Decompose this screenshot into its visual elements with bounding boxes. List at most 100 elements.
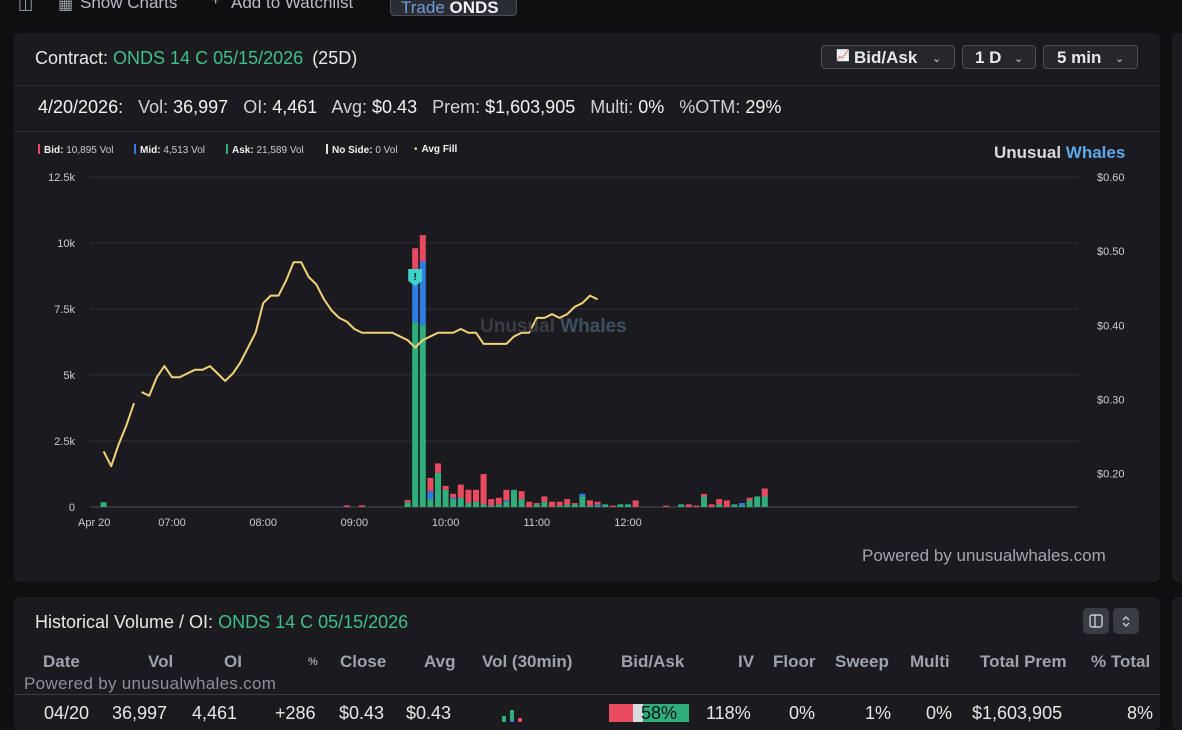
col-bid-ask[interactable]: Bid/Ask	[621, 652, 685, 671]
volume-bar-bid	[564, 499, 571, 505]
y-left-tick-label: 12.5k	[48, 172, 75, 184]
volume-bar-bid	[746, 497, 753, 501]
x-tick-label: 10:00	[432, 517, 460, 529]
alert-marker-label: !	[414, 272, 417, 283]
cell-multi: 0%	[926, 703, 953, 723]
plus-icon: +	[211, 0, 221, 9]
col-total-prem[interactable]: Total Prem	[980, 652, 1067, 671]
volume-bar-ask	[435, 472, 441, 507]
volume-bar-bid	[359, 505, 365, 507]
avg-label: Avg:	[331, 97, 368, 117]
col-iv[interactable]: IV	[738, 652, 755, 671]
legend-mid[interactable]: Mid: 4,513 Vol	[134, 144, 205, 156]
volume-bar-bid	[442, 485, 449, 490]
volume-bar-bid	[685, 504, 692, 507]
volume-bar-bid	[495, 497, 502, 505]
x-tick-label: Apr 20	[78, 517, 110, 529]
show-charts-button[interactable]: Show Charts	[80, 0, 178, 12]
volume-bar-bid	[549, 501, 555, 507]
brand-logo: Unusual Whales	[994, 143, 1126, 162]
columns-icon	[1089, 614, 1103, 628]
y-right-tick-label: $0.40	[1097, 320, 1125, 332]
volume-bar-bid	[716, 499, 723, 505]
top-toolbar: ◫ ▦ Show Charts + Add to Watchlist Trade…	[0, 0, 1182, 22]
volume-bar-mid	[450, 497, 457, 500]
otm-label: %OTM:	[679, 97, 741, 117]
collapse-sidebar-icon[interactable]: ◫	[18, 0, 34, 13]
volume-bar-ask	[419, 324, 426, 507]
volume-bar-ask	[457, 497, 464, 507]
volume-bar-ask	[450, 499, 457, 507]
interval-dropdown[interactable]: 5 min ⌄	[1043, 45, 1138, 69]
historical-title: Historical Volume / OI: ONDS 14 C 05/15/…	[35, 612, 408, 633]
col-avg[interactable]: Avg	[424, 652, 456, 671]
volume-bar-bid	[693, 505, 700, 507]
alert-marker	[408, 269, 423, 286]
prem-value: $1,603,905	[485, 97, 576, 117]
vol-value: 36,997	[173, 97, 229, 117]
volume-bar-ask	[602, 504, 609, 507]
col-close[interactable]: Close	[340, 652, 387, 671]
volume-bar-bid	[473, 489, 479, 502]
x-tick-label: 11:00	[523, 517, 550, 529]
volume-bar-ask	[511, 489, 517, 507]
volume-bar-bid	[556, 501, 563, 506]
col-floor[interactable]: Floor	[773, 652, 816, 671]
chevron-up-down-icon	[1122, 616, 1130, 627]
volume-bar-mid	[427, 491, 434, 500]
col-multi[interactable]: Multi	[910, 652, 950, 671]
volume-bar-ask	[564, 504, 571, 507]
col-vol-30min[interactable]: Vol (30min)	[482, 652, 573, 671]
contract-label: Contract:	[35, 48, 109, 68]
powered-by-overlay: Powered by unusualwhales.com	[24, 674, 277, 693]
col-oi-change[interactable]: %	[308, 656, 318, 668]
avg-fill-line	[141, 261, 599, 397]
bidask-dropdown[interactable]: 📈 Bid/Ask ⌄	[821, 45, 955, 69]
volume-bar-ask	[495, 504, 502, 507]
volume-bar-ask	[731, 504, 738, 507]
col-oi[interactable]: OI	[224, 652, 242, 671]
legend-bid[interactable]: Bid: 10,895 Vol	[38, 144, 114, 156]
col-pct-total[interactable]: % Total	[1091, 652, 1151, 671]
volume-bar-bid	[541, 496, 548, 502]
cell-close: $0.43	[339, 703, 385, 723]
y-left-tick-label: 5k	[63, 370, 75, 382]
volume-bar-ask	[761, 496, 768, 507]
add-to-watchlist-button[interactable]: Add to Watchlist	[231, 0, 354, 12]
volume-bar-ask	[587, 505, 593, 507]
volume-bar-ask	[427, 499, 434, 507]
col-sweep[interactable]: Sweep	[835, 652, 889, 671]
contract-header: Contract: ONDS 14 C 05/15/2026 (25D)	[35, 48, 357, 69]
row-divider	[14, 694, 1160, 695]
volume-bar-ask	[716, 504, 723, 507]
col-vol[interactable]: Vol	[148, 652, 174, 671]
collapse-expand-button[interactable]	[1113, 608, 1139, 634]
volume-bar-bid	[609, 505, 616, 507]
volume-bar-bid	[533, 503, 540, 505]
range-dropdown[interactable]: 1 D ⌄	[962, 45, 1036, 69]
col-date[interactable]: Date	[43, 652, 80, 671]
columns-settings-button[interactable]	[1083, 608, 1109, 634]
cell-iv: 118%	[706, 703, 751, 723]
volume-bar-ask	[465, 503, 472, 507]
volume-bar-bid	[465, 489, 472, 504]
volume-bar-ask	[100, 502, 107, 507]
y-left-tick-label: 7.5k	[54, 304, 75, 316]
volume-bar-bid	[427, 477, 434, 492]
otm-value: 29%	[745, 97, 782, 117]
trade-button[interactable]: Trade ONDS	[390, 0, 517, 17]
y-left-tick-label: 0	[69, 502, 75, 514]
legend-no-side[interactable]: No Side: 0 Vol	[326, 144, 398, 156]
historical-contract[interactable]: ONDS 14 C 05/15/2026	[218, 612, 409, 632]
divider	[14, 85, 1160, 86]
volume-bar-bid	[450, 493, 457, 498]
chart-icon: 📈	[836, 50, 850, 62]
legend-ask[interactable]: Ask: 21,589 Vol	[226, 144, 304, 156]
volume-bar-bid	[457, 484, 464, 498]
legend-avg-fill[interactable]: • Avg Fill	[414, 144, 458, 155]
avg-fill-line	[102, 402, 135, 468]
volume-bar-bid	[723, 500, 730, 507]
contract-name[interactable]: ONDS 14 C 05/15/2026	[113, 48, 304, 68]
volume-bar-mid	[594, 504, 601, 506]
volume-bar-ask	[503, 501, 510, 507]
